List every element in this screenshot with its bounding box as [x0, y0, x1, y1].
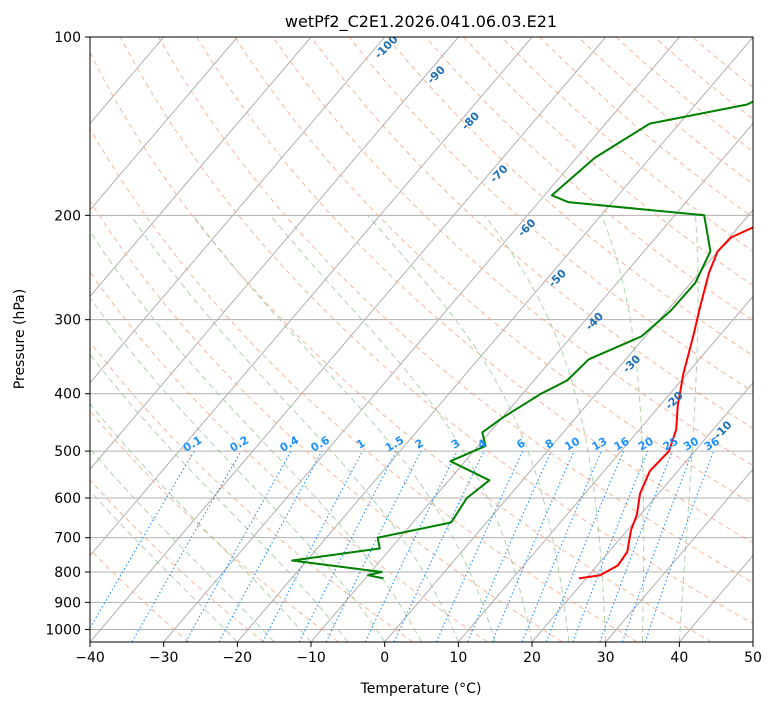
dry-adiabat — [90, 51, 712, 642]
mixing-ratio-line — [621, 450, 694, 642]
mixing-ratio-line — [435, 450, 524, 642]
isotherm-gridline — [384, 209, 753, 642]
isotherm-gridline — [90, 37, 312, 298]
x-tick-label: 0 — [380, 650, 389, 666]
moist-adiabat — [367, 214, 570, 642]
dry-adiabat — [90, 410, 339, 642]
dry-adiabat — [234, 37, 753, 505]
isotherm-gridline — [236, 37, 753, 642]
mixing-ratio-line — [599, 450, 673, 642]
dry-adiabat — [196, 37, 753, 544]
isotherm-gridline — [531, 381, 753, 642]
profile-series — [291, 100, 753, 580]
isotherm-gridline — [163, 37, 680, 642]
isotherm-gridline — [605, 468, 753, 642]
moist-adiabat — [130, 215, 459, 642]
x-tick-label: 40 — [670, 650, 688, 666]
dry-adiabat — [119, 37, 753, 624]
mixing-ratio-line — [521, 450, 602, 642]
y-tick-label: 700 — [54, 531, 81, 547]
mixing-ratio-line — [491, 450, 575, 642]
mixing-ratio-line — [218, 450, 323, 642]
mixing-ratio-line — [325, 450, 422, 642]
x-tick-label: −40 — [75, 650, 105, 666]
mixing-ratio-line — [298, 450, 397, 642]
dry-adiabat — [90, 548, 190, 642]
dry-adiabat — [386, 37, 753, 357]
isotherm-gridline — [90, 37, 386, 384]
mixing-ratio-line — [185, 450, 292, 642]
dry-adiabat — [310, 37, 753, 430]
x-tick-label: 50 — [744, 650, 762, 666]
x-axis-label: Temperature (°C) — [360, 681, 482, 697]
moist-adiabats — [90, 214, 699, 642]
x-tick-label: 20 — [523, 650, 541, 666]
x-axis: −40 −30 −20 −10 0 10 20 30 40 50 — [75, 642, 762, 666]
moist-adiabat — [601, 215, 645, 642]
y-axis: 100 200 300 400 500 600 700 800 900 1000 — [45, 30, 90, 638]
mixing-ratio-line — [644, 450, 715, 642]
y-tick-label: 800 — [54, 565, 81, 581]
moist-adiabat — [90, 403, 312, 642]
dry-adiabat — [158, 37, 753, 584]
dry-adiabat — [90, 341, 414, 642]
x-tick-label: −10 — [296, 650, 326, 666]
dry-adiabat — [90, 200, 563, 642]
grid-lines — [90, 37, 753, 642]
y-tick-label: 100 — [54, 30, 81, 46]
mixing-ratio-line — [572, 450, 649, 642]
profile-line — [291, 100, 753, 580]
moist-adiabat — [90, 296, 386, 642]
moist-adiabat — [90, 489, 238, 642]
y-tick-label: 500 — [54, 444, 81, 460]
x-tick-label: 30 — [597, 650, 615, 666]
isotherm-gridline — [457, 295, 753, 642]
moist-adiabat — [90, 230, 422, 642]
isotherm-gridline — [310, 122, 753, 642]
moist-adiabat — [484, 215, 607, 642]
isotherm-gridline — [90, 37, 238, 211]
y-tick-label: 300 — [54, 313, 81, 329]
moist-adiabat — [90, 448, 275, 642]
mixing-ratio-line — [545, 450, 624, 642]
y-tick-label: 900 — [54, 595, 81, 611]
isotherm-gridline — [90, 37, 533, 557]
y-axis-label: Pressure (hPa) — [12, 289, 28, 389]
y-tick-label: 200 — [54, 208, 81, 224]
x-tick-label: −30 — [149, 650, 179, 666]
moist-adiabat — [678, 215, 699, 642]
y-tick-label: 600 — [54, 491, 81, 507]
chart-title: wetPf2_C2E1.2026.041.06.03.E21 — [285, 12, 557, 32]
dry-adiabat — [90, 479, 264, 642]
y-tick-label: 400 — [54, 387, 81, 403]
dry-adiabat — [90, 271, 488, 642]
y-tick-label: 1000 — [45, 622, 81, 638]
moist-adiabat — [270, 214, 533, 642]
dry-adiabat — [90, 127, 638, 642]
mixing-ratio-lines — [90, 450, 715, 642]
mixing-ratio-line — [466, 450, 552, 642]
x-tick-label: 10 — [449, 650, 467, 666]
x-tick-label: −20 — [223, 650, 253, 666]
isotherm-gridline — [90, 37, 459, 470]
profile-line — [578, 226, 753, 580]
plot-frame — [89, 36, 754, 643]
